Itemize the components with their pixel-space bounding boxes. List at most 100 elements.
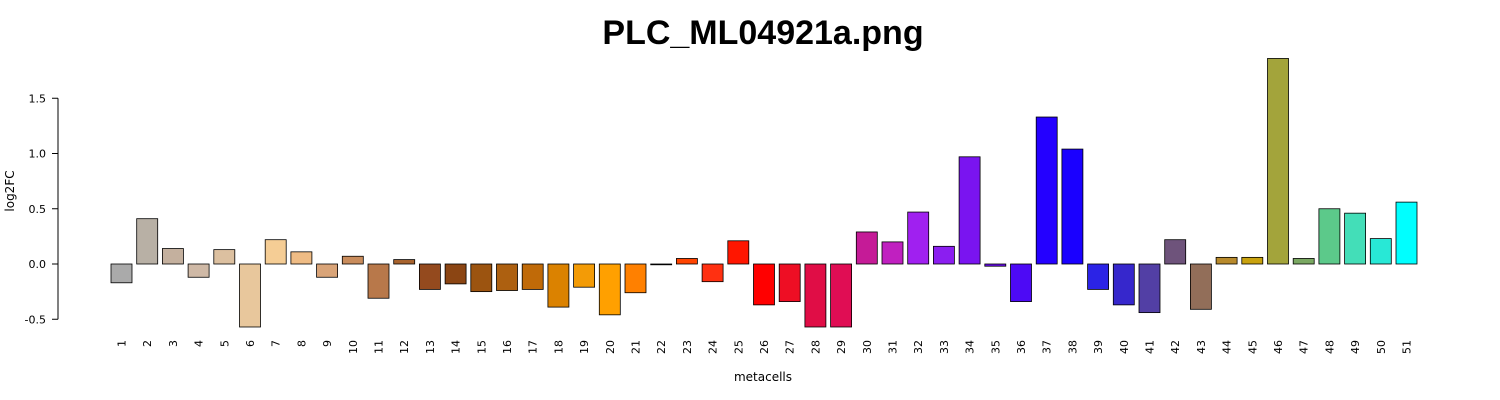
bar-11: [367, 263, 390, 299]
x-tick-label: 24: [707, 340, 720, 354]
x-tick-label: 39: [1092, 340, 1105, 354]
bar-26: [753, 263, 775, 306]
y-tick-label: -0.5: [25, 313, 46, 326]
x-tick-label: 46: [1272, 340, 1285, 354]
x-tick-label: 40: [1118, 340, 1131, 354]
bar-15: [470, 263, 493, 293]
x-tick-label: 15: [475, 340, 488, 354]
x-tick-label: 21: [630, 340, 643, 354]
x-tick-label: 13: [424, 340, 437, 354]
x-tick-label: 33: [938, 340, 951, 354]
bar-6: [239, 263, 261, 328]
x-tick-label: 49: [1349, 340, 1362, 354]
bar-30: [855, 231, 878, 265]
x-tick-label: 1: [116, 340, 129, 347]
bar-35: [984, 263, 1007, 267]
x-tick-label: 32: [912, 340, 925, 354]
x-tick-label: 50: [1375, 340, 1388, 354]
x-tick-label: 34: [964, 340, 977, 354]
y-tick-label: 0.0: [29, 258, 47, 271]
x-tick-label: 43: [1195, 340, 1208, 354]
bar-34: [958, 156, 981, 265]
x-tick-label: 19: [578, 340, 591, 354]
bar-5: [213, 249, 236, 265]
x-tick-label: 44: [1221, 340, 1234, 354]
x-tick-label: 12: [398, 340, 411, 354]
bar-4: [187, 263, 210, 278]
y-axis: -0.5 0.0 0.5 1.0 1.5: [25, 92, 59, 326]
bar-42: [1164, 239, 1187, 265]
bar-18: [547, 263, 570, 308]
bar-28: [804, 263, 827, 328]
y-tick-label: 1.0: [29, 148, 47, 161]
y-tick-label: 1.5: [29, 92, 47, 105]
bar-40: [1112, 263, 1135, 306]
bar-3: [161, 248, 184, 265]
x-tick-label: 7: [270, 340, 283, 347]
x-tick-label: 18: [552, 340, 565, 354]
x-tick-label: 5: [218, 340, 231, 347]
x-tick-label: 29: [835, 340, 848, 354]
bar-32: [907, 211, 930, 265]
x-tick-label: 47: [1298, 340, 1311, 354]
bar-51: [1395, 201, 1418, 265]
x-tick-label: 41: [1144, 340, 1157, 354]
bar-10: [341, 255, 364, 265]
x-tick-label: 42: [1169, 340, 1182, 354]
bar-23: [676, 258, 698, 265]
bar-1: [110, 263, 133, 284]
bar-46: [1267, 58, 1289, 265]
x-tick-label: 28: [809, 340, 822, 354]
bar-16: [496, 263, 518, 291]
chart-title: PLC_ML04921a.png: [602, 14, 923, 52]
bar-38: [1061, 148, 1084, 265]
y-axis-label: log2FC: [3, 170, 17, 211]
bar-14: [444, 263, 467, 285]
x-tick-label: 51: [1401, 340, 1414, 354]
bar-29: [830, 263, 852, 328]
x-tick-label: 6: [244, 340, 257, 347]
bar-19: [573, 263, 595, 288]
x-tick-label: 38: [1066, 340, 1079, 354]
bar-49: [1344, 212, 1366, 265]
bar-47: [1292, 258, 1315, 265]
x-tick-label: 26: [758, 340, 771, 354]
bars-group: [110, 58, 1418, 328]
bar-45: [1241, 256, 1264, 265]
x-tick-label: 31: [887, 340, 900, 354]
x-tick-label: 8: [295, 340, 308, 347]
bar-37: [1035, 116, 1058, 265]
x-axis-label: metacells: [734, 370, 792, 384]
x-tick-labels: 1 2 3 4 5 6 7 8 9 10 11 12 13 14 15 16 17 18 19 20 21 22 23 24 2…: [116, 340, 1414, 354]
x-tick-label: 3: [167, 340, 180, 347]
bar-2: [136, 218, 159, 265]
x-tick-label: 2: [141, 340, 154, 347]
x-tick-label: 9: [321, 340, 334, 347]
bar-44: [1215, 256, 1238, 265]
x-tick-label: 10: [347, 340, 360, 354]
x-tick-label: 4: [193, 340, 206, 347]
bar-9: [316, 263, 339, 278]
x-tick-label: 22: [655, 340, 668, 354]
bar-36: [1010, 263, 1032, 302]
bar-20: [598, 263, 621, 316]
x-tick-label: 17: [527, 340, 540, 354]
x-tick-label: 25: [732, 340, 745, 354]
x-tick-label: 14: [450, 340, 463, 354]
bar-7: [264, 239, 287, 265]
bar-22: [650, 263, 673, 266]
bar-41: [1138, 263, 1161, 314]
bar-31: [881, 241, 904, 265]
x-tick-label: 37: [1041, 340, 1054, 354]
bar-27: [778, 263, 801, 302]
x-tick-label: 16: [501, 340, 514, 354]
y-tick-label: 0.5: [29, 203, 47, 216]
x-tick-label: 27: [784, 340, 797, 354]
x-tick-label: 23: [681, 340, 694, 354]
bar-50: [1369, 238, 1392, 265]
bar-33: [933, 245, 955, 265]
bar-12: [393, 259, 416, 265]
bar-17: [521, 263, 544, 290]
x-tick-label: 45: [1246, 340, 1259, 354]
